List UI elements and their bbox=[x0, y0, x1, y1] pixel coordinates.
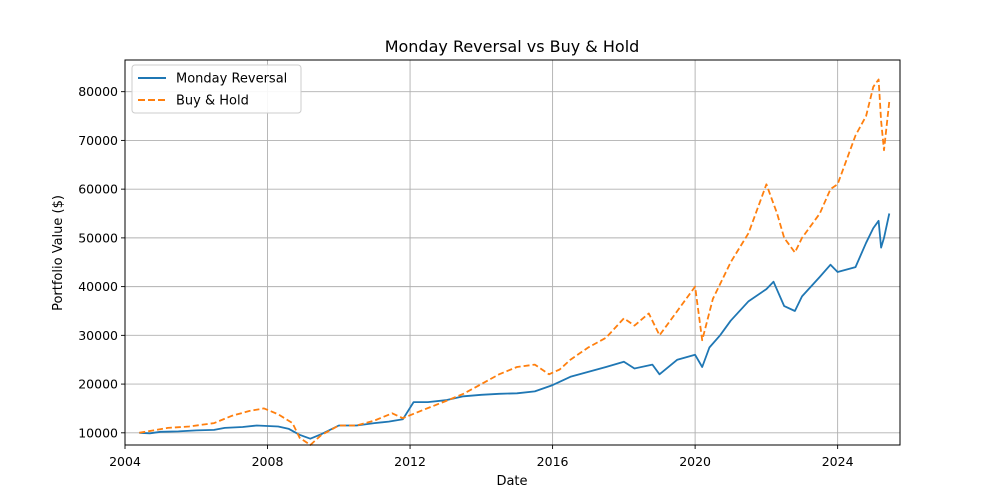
y-tick-label: 20000 bbox=[78, 377, 118, 392]
x-axis: 2004 2008 2012 2016 2020 2024 bbox=[109, 445, 854, 469]
legend: Monday Reversal Buy & Hold bbox=[131, 64, 302, 114]
x-axis-label: Date bbox=[496, 474, 527, 489]
legend-label-buy-and-hold: Buy & Hold bbox=[176, 94, 249, 109]
x-tick-label: 2020 bbox=[679, 454, 711, 469]
y-tick-label: 60000 bbox=[78, 182, 118, 197]
grid bbox=[124, 60, 900, 445]
series-lines bbox=[139, 78, 891, 446]
y-tick-label: 40000 bbox=[78, 279, 118, 294]
y-tick-label: 10000 bbox=[78, 425, 118, 440]
y-tick-label: 80000 bbox=[78, 84, 118, 99]
series-line-buy-and-hold bbox=[139, 78, 891, 446]
y-tick-label: 50000 bbox=[78, 230, 118, 245]
legend-box bbox=[131, 64, 302, 114]
chart-title: Monday Reversal vs Buy & Hold bbox=[385, 37, 640, 56]
legend-label-monday-reversal: Monday Reversal bbox=[176, 72, 287, 87]
y-axis-label: Portfolio Value ($) bbox=[51, 195, 66, 311]
x-tick-label: 2024 bbox=[822, 454, 854, 469]
x-tick-label: 2004 bbox=[109, 454, 141, 469]
series-line-monday-reversal bbox=[139, 213, 891, 440]
x-tick-label: 2016 bbox=[537, 454, 569, 469]
plot-frame bbox=[124, 59, 901, 446]
x-tick-label: 2012 bbox=[394, 454, 426, 469]
x-tick-label: 2008 bbox=[252, 454, 284, 469]
y-tick-label: 30000 bbox=[78, 328, 118, 343]
y-tick-label: 70000 bbox=[78, 133, 118, 148]
y-axis: 10000 20000 30000 40000 50000 60000 70000 80000 bbox=[78, 84, 125, 440]
